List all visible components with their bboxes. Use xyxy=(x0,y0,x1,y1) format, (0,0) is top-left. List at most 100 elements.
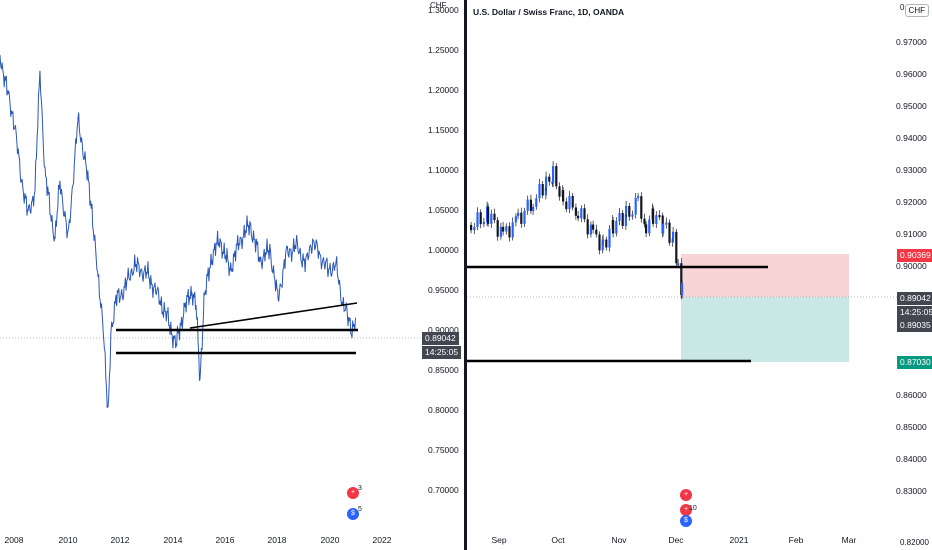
candle-body xyxy=(615,221,618,234)
left-x-tick: 2014 xyxy=(164,535,183,545)
candle-body xyxy=(562,190,565,202)
right-y-tick: 0.92000 xyxy=(896,197,927,207)
candle-body xyxy=(523,210,526,224)
candle-body xyxy=(612,220,615,234)
candle-body xyxy=(668,222,671,243)
candle-body xyxy=(499,226,502,237)
candle-body xyxy=(529,199,532,211)
candle-body xyxy=(640,196,643,219)
left-y-tick: 0.90000 xyxy=(428,325,459,335)
right-x-tick: Sep xyxy=(491,535,506,545)
candle-body xyxy=(658,215,661,218)
pane-divider[interactable] xyxy=(464,0,467,550)
candle-body xyxy=(672,231,675,239)
left-x-tick: 2008 xyxy=(5,535,24,545)
candle-body xyxy=(568,195,571,210)
candle-body xyxy=(552,166,555,184)
right-y-tick: 0.95000 xyxy=(896,101,927,111)
candle-body xyxy=(565,201,568,210)
candle-body xyxy=(680,263,683,296)
left-y-tick: 0.70000 xyxy=(428,485,459,495)
candle-body xyxy=(586,219,589,235)
candle-body xyxy=(601,239,604,251)
left-y-tick: 0.80000 xyxy=(428,405,459,415)
event-icon-swiss-2[interactable]: + xyxy=(680,504,692,516)
right-y-tick: 0.93000 xyxy=(896,165,927,175)
event-count-swiss: 3 xyxy=(358,485,362,492)
event-icon-us[interactable]: $ xyxy=(347,508,359,520)
event-count-us: 5 xyxy=(358,506,362,513)
candle-body xyxy=(681,283,684,296)
candle-body xyxy=(648,219,651,234)
left-x-tick: 2018 xyxy=(268,535,287,545)
currency-button[interactable]: CHF xyxy=(904,4,929,17)
right-y-tick: 0.85000 xyxy=(896,422,927,432)
right-y-partial-bottom: 0.82000 xyxy=(900,538,929,547)
left-x-tick: 2022 xyxy=(373,535,392,545)
daily-candles xyxy=(470,161,684,300)
bid-badge: 0.89035 xyxy=(897,319,932,332)
candle-body xyxy=(526,199,529,211)
right-countdown-badge: 14:25:05 xyxy=(897,306,932,319)
right-y-tick: 0.96000 xyxy=(896,69,927,79)
left-price-badge: 0.89042 xyxy=(422,332,459,345)
right-x-tick: 2021 xyxy=(730,535,749,545)
right-y-tick: 0.94000 xyxy=(896,133,927,143)
candle-body xyxy=(490,213,493,224)
event-icon-swiss[interactable]: + xyxy=(680,489,692,501)
candle-body xyxy=(631,214,634,217)
right-price-chart[interactable]: 0.97000 0.96000 0.95000 0.94000 0.93000 0.920… xyxy=(467,0,932,550)
candle-body xyxy=(571,195,574,208)
weekly-price-series xyxy=(0,54,356,408)
candle-body xyxy=(677,263,680,266)
trend-line[interactable] xyxy=(189,302,358,329)
event-count: 10 xyxy=(689,505,697,512)
candle-body xyxy=(655,215,658,224)
candle-body xyxy=(541,184,544,196)
candle-body xyxy=(625,206,628,215)
left-y-tick: 0.85000 xyxy=(428,365,459,375)
candle-body xyxy=(517,212,520,217)
candle-body xyxy=(643,218,646,225)
candle-body xyxy=(662,223,665,234)
candle-body xyxy=(652,208,655,224)
right-y-tick: 0.84000 xyxy=(896,454,927,464)
left-chart-pane[interactable]: 1.30000 1.25000 1.20000 1.15000 1.10000 1.050… xyxy=(0,0,464,550)
right-x-tick: Feb xyxy=(789,535,804,545)
left-y-tick: 1.10000 xyxy=(428,165,459,175)
right-x-tick: Dec xyxy=(668,535,684,545)
candle-body xyxy=(592,224,595,230)
candle-body xyxy=(665,222,668,225)
left-price-chart[interactable]: 1.30000 1.25000 1.20000 1.15000 1.10000 1.050… xyxy=(0,0,464,550)
candle-body xyxy=(618,213,621,222)
candle-body xyxy=(558,186,561,197)
left-x-tick: 2010 xyxy=(59,535,78,545)
left-y-tick: 1.20000 xyxy=(428,85,459,95)
right-chart-pane[interactable]: 0.97000 0.96000 0.95000 0.94000 0.93000 0.920… xyxy=(467,0,932,550)
stop-loss-zone[interactable] xyxy=(681,254,849,297)
candle-body xyxy=(634,198,637,215)
event-icon-swiss[interactable]: + xyxy=(347,487,359,499)
left-y-tick: 1.05000 xyxy=(428,205,459,215)
event-icon-us[interactable]: $ xyxy=(680,515,692,527)
candle-body xyxy=(624,214,627,226)
candle-body xyxy=(555,166,558,187)
candle-body xyxy=(602,239,605,242)
candle-body xyxy=(675,231,678,264)
candle-body xyxy=(545,176,548,188)
left-x-tick: 2012 xyxy=(111,535,130,545)
right-y-tick: 0.91000 xyxy=(896,229,927,239)
candle-body xyxy=(520,212,523,224)
candle-body xyxy=(621,213,624,226)
left-y-tick: 1.15000 xyxy=(428,125,459,135)
target-badge: 0.87030 xyxy=(897,356,932,369)
left-x-tick: 2016 xyxy=(216,535,235,545)
right-price-badge: 0.89042 xyxy=(897,292,932,305)
take-profit-zone[interactable] xyxy=(681,297,849,362)
candle-body xyxy=(511,222,514,238)
candle-body xyxy=(538,184,541,199)
candle-body xyxy=(476,212,479,228)
candle-body xyxy=(470,225,473,231)
right-y-tick: 0.83000 xyxy=(896,486,927,496)
candle-body xyxy=(544,187,547,196)
